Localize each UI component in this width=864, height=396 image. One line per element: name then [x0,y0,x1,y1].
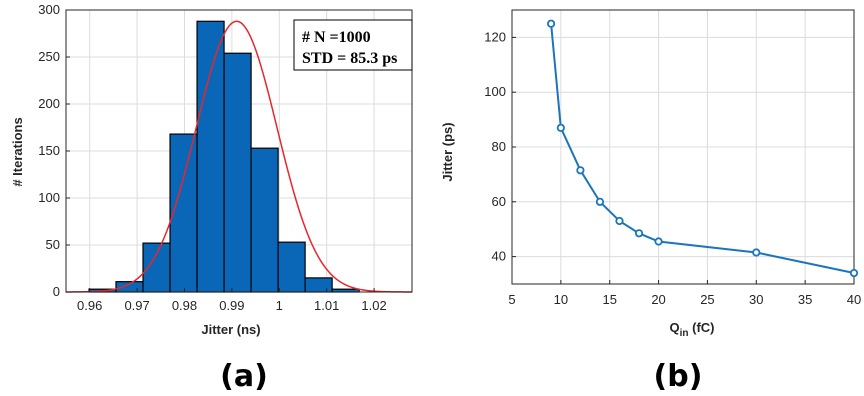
jitter-series-line [550,23,855,275]
gaussian-fit-curve [66,20,413,293]
panel-label-a: (a) [220,359,268,394]
x-tick-label: 0.99 [219,298,244,313]
histogram-bar [196,20,225,293]
line-chart-y-axis-label: Jitter (ps) [440,122,455,181]
y-tick-label: 150 [38,143,60,158]
data-point-marker [556,123,565,132]
x-tick-label: 0.97 [124,298,149,313]
y-tick-label: 100 [484,84,506,99]
jitter-series-markers [546,19,859,278]
line-chart-x-ticks: 5 10 15 20 25 30 35 40 [508,280,861,307]
x-tick-label: 25 [700,292,714,307]
y-tick-label: 200 [38,96,60,111]
data-point-marker [576,166,585,175]
data-point-marker [634,229,644,238]
histogram-legend: # N =1000 STD = 85.3 ps [293,19,413,71]
y-tick-label: 100 [38,190,60,205]
x-tick-label: 35 [798,292,812,307]
histogram-chart: 0.96 0.97 0.98 0.99 1 1.01 1.02 0 50 100 150 200 25… [10,2,413,337]
x-tick-label: 40 [847,292,861,307]
x-tick-label: 30 [749,292,763,307]
x-tick-label: 0.96 [77,298,102,313]
y-tick-label: 60 [492,194,506,209]
line-chart-y-ticks: 40 60 80 100 120 [484,29,516,264]
legend-box [293,19,413,71]
data-point-marker [615,216,624,226]
histogram-bar [250,147,279,293]
x-tick-label: 1.02 [361,298,386,313]
jitter-vs-charge-chart: 5 10 15 20 25 30 35 40 40 60 80 100 120 Qin (fC) Ji… [440,9,861,339]
x-tick-label: 20 [651,292,665,307]
y-tick-label: 250 [38,49,60,64]
y-tick-label: 80 [492,139,506,154]
y-tick-label: 50 [46,237,60,252]
x-tick-label: 10 [554,292,568,307]
x-tick-label: 15 [602,292,616,307]
y-tick-label: 300 [38,2,60,17]
data-point-marker [752,248,761,257]
histogram-y-axis-label: # Iterations [10,117,25,186]
histogram-bar [277,241,306,293]
x-tick-label: 1 [276,298,283,313]
histogram-y-ticks: 0 50 100 150 200 250 300 [38,2,70,299]
legend-line-std: STD = 85.3 ps [302,50,397,67]
data-point-marker [595,197,605,206]
histogram-x-axis-label: Jitter (ns) [201,322,260,337]
legend-line-n: # N =1000 [302,29,371,46]
y-tick-label: 120 [484,29,506,44]
histogram-x-ticks: 0.96 0.97 0.98 0.99 1 1.01 1.02 [77,288,387,313]
y-tick-label: 0 [53,284,60,299]
data-point-marker [849,268,859,278]
line-chart-x-axis-label: Qin (fC) [669,320,714,339]
data-point-marker [546,19,556,28]
histogram-bar [304,277,333,293]
x-tick-label: 5 [508,292,515,307]
line-chart-grid [511,10,855,284]
data-point-marker [654,237,663,246]
histogram-bar [223,52,252,293]
x-tick-label: 0.98 [172,298,197,313]
y-tick-label: 40 [492,249,506,264]
histogram-bar [169,133,198,293]
x-tick-label: 1.01 [314,298,339,313]
panel-label-b: (b) [654,359,703,394]
